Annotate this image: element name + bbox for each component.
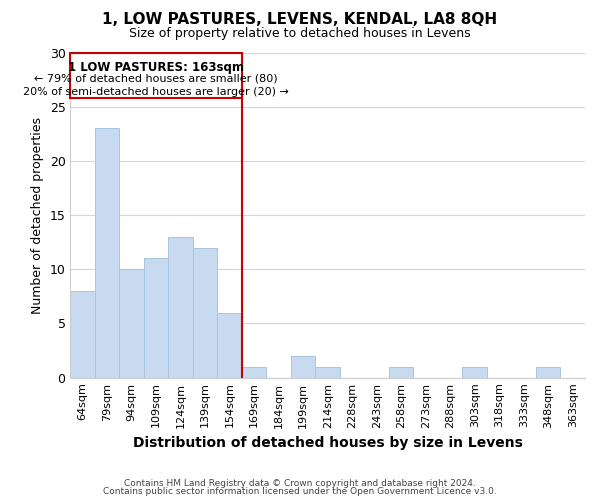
Bar [291,356,316,378]
Bar [536,367,560,378]
Text: 1 LOW PASTURES: 163sqm: 1 LOW PASTURES: 163sqm [68,60,244,74]
Text: Contains HM Land Registry data © Crown copyright and database right 2024.: Contains HM Land Registry data © Crown c… [124,478,476,488]
Y-axis label: Number of detached properties: Number of detached properties [31,116,44,314]
Bar [217,312,242,378]
Bar [70,291,95,378]
Text: ← 79% of detached houses are smaller (80): ← 79% of detached houses are smaller (80… [34,74,278,84]
X-axis label: Distribution of detached houses by size in Levens: Distribution of detached houses by size … [133,436,523,450]
Bar [144,258,169,378]
Bar [95,128,119,378]
Bar [193,248,217,378]
Bar [389,367,413,378]
Text: 1, LOW PASTURES, LEVENS, KENDAL, LA8 8QH: 1, LOW PASTURES, LEVENS, KENDAL, LA8 8QH [103,12,497,28]
Bar [463,367,487,378]
Bar [242,367,266,378]
Text: Size of property relative to detached houses in Levens: Size of property relative to detached ho… [129,28,471,40]
FancyBboxPatch shape [70,52,242,98]
Bar [316,367,340,378]
Text: Contains public sector information licensed under the Open Government Licence v3: Contains public sector information licen… [103,487,497,496]
Bar [119,270,144,378]
Text: 20% of semi-detached houses are larger (20) →: 20% of semi-detached houses are larger (… [23,86,289,97]
Bar [169,237,193,378]
